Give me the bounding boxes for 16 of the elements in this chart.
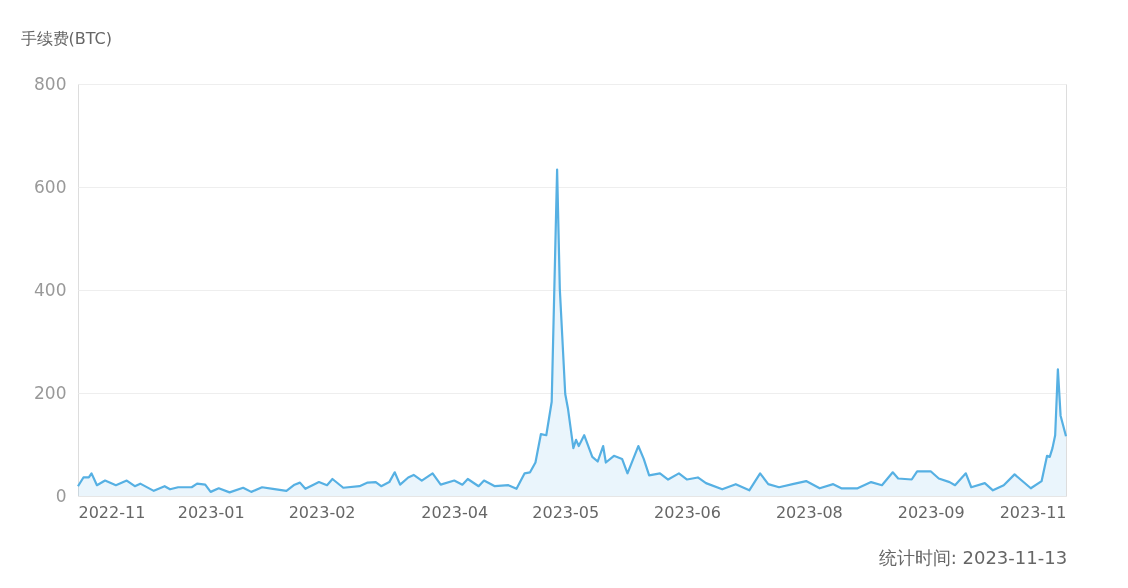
x-tick-label: 2023-06 (654, 502, 721, 522)
y-tick-label: 400 (34, 279, 67, 300)
x-tick-label: 2023-08 (775, 502, 843, 522)
text: 统计时间: 2023-11-13 (878, 547, 1068, 568)
x-tick-label: 2022-11 (78, 502, 146, 522)
x-tick-label: 2023-05 (532, 502, 600, 522)
x-tick-label: 2023-04 (421, 502, 489, 522)
x-tick-label: 2023-02 (288, 502, 356, 522)
x-tick-label: 2023-09 (897, 502, 965, 522)
x-tick-label: 2023-01 (177, 502, 245, 522)
y-tick-label: 600 (34, 176, 67, 197)
y-axis-title: 手续费(BTC) (20, 28, 112, 48)
y-tick-label: 800 (34, 73, 67, 94)
y-tick-label: 200 (34, 382, 67, 403)
x-tick-label: 2023-11 (999, 502, 1067, 522)
y-tick-label: 0 (55, 485, 67, 506)
